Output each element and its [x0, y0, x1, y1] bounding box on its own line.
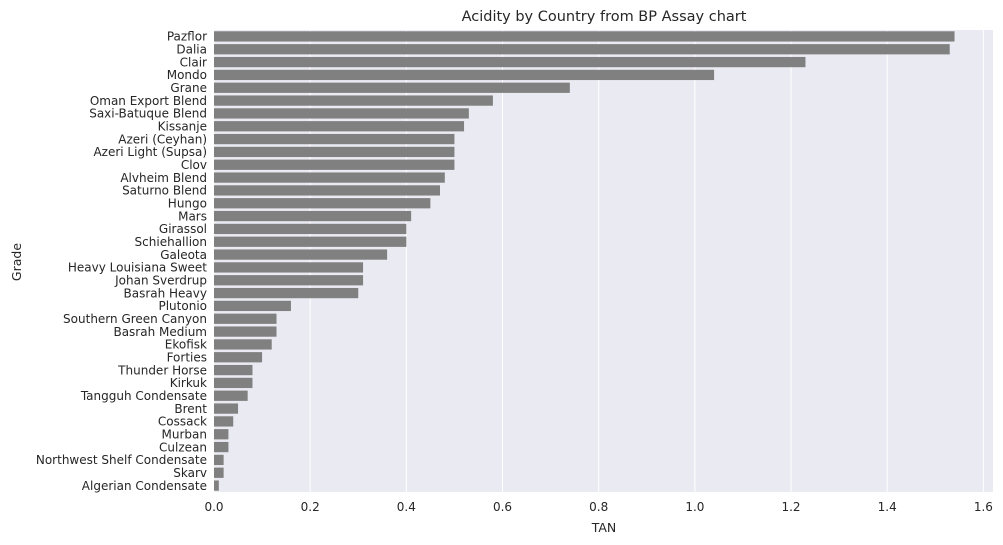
- x-tick-label: 1.6: [974, 500, 993, 514]
- y-tick-label: Mondo: [167, 68, 207, 82]
- bar: [214, 275, 364, 286]
- bar: [214, 390, 248, 401]
- bar: [214, 352, 263, 363]
- y-tick-label: Alvheim Blend: [120, 171, 207, 185]
- bars: [214, 31, 955, 491]
- bar: [214, 133, 455, 145]
- bar: [214, 339, 272, 350]
- y-tick-label: Culzean: [159, 440, 207, 454]
- x-tick-label: 0.0: [204, 500, 223, 514]
- y-tick-label: Dalia: [176, 43, 207, 57]
- y-tick-label: Ekofisk: [165, 338, 207, 352]
- bar: [214, 313, 277, 324]
- y-tick-label: Johan Sverdrup: [114, 274, 207, 288]
- bar: [214, 429, 229, 440]
- grid-lines: [213, 30, 984, 492]
- y-tick-label: Kirkuk: [170, 376, 207, 390]
- bar: [214, 69, 715, 81]
- x-tick-labels: 0.0 0.2 0.4 0.6 0.8 1.0 1.2 1.4 1.6: [204, 500, 992, 514]
- y-tick-label: Thunder Horse: [117, 363, 207, 377]
- y-tick-label: Tangguh Condensate: [80, 389, 207, 403]
- y-tick-label: Cossack: [158, 415, 207, 429]
- bar: [214, 300, 291, 312]
- bar: [214, 223, 407, 235]
- bar: [214, 56, 806, 68]
- x-axis-label: TAN: [591, 520, 617, 535]
- y-tick-label: Northwest Shelf Condensate: [36, 453, 207, 467]
- y-tick-label: Saxi-Batuque Blend: [89, 107, 207, 121]
- y-tick-label: Galeota: [160, 248, 207, 262]
- y-tick-label: Southern Green Canyon: [63, 312, 207, 326]
- bar: [214, 441, 229, 453]
- y-tick-label: Plutonio: [158, 299, 207, 313]
- y-tick-label: Clov: [181, 158, 207, 172]
- y-tick-label: Forties: [167, 351, 207, 365]
- x-tick-label: 1.4: [878, 500, 897, 514]
- y-tick-label: Azeri (Ceyhan): [118, 132, 207, 146]
- y-axis-label: Grade: [9, 243, 24, 281]
- y-tick-label: Girassol: [159, 222, 207, 236]
- bar: [214, 198, 431, 209]
- bar: [214, 172, 445, 183]
- bar: [214, 82, 570, 93]
- bar: [214, 108, 469, 119]
- plot-area: [214, 30, 993, 492]
- bar: [214, 44, 950, 55]
- bar: [214, 377, 253, 389]
- y-tick-label: Skarv: [173, 466, 207, 480]
- bar: [214, 416, 234, 427]
- x-tick-label: 0.6: [493, 500, 512, 514]
- x-tick-label: 1.2: [781, 500, 800, 514]
- y-tick-label: Azeri Light (Supsa): [93, 145, 207, 159]
- y-tick-label: Heavy Louisiana Sweet: [68, 261, 207, 275]
- y-tick-label: Oman Export Blend: [90, 94, 207, 108]
- bar: [214, 210, 412, 222]
- bar: [214, 159, 455, 170]
- bar: [214, 326, 277, 337]
- bar: [214, 236, 407, 247]
- bar: [214, 467, 224, 478]
- y-tick-label: Hungo: [168, 197, 207, 211]
- x-tick-label: 0.8: [589, 500, 608, 514]
- bar: [214, 364, 253, 376]
- bar: [214, 249, 388, 260]
- bar: [214, 31, 955, 42]
- bar: [214, 480, 219, 491]
- y-tick-label: Brent: [174, 402, 207, 416]
- y-tick-label: Algerian Condensate: [82, 479, 207, 493]
- x-tick-label: 0.2: [301, 500, 320, 514]
- bar: [214, 95, 493, 106]
- x-tick-label: 1.0: [685, 500, 704, 514]
- bar: [214, 287, 359, 299]
- bar: [214, 185, 441, 196]
- y-tick-label: Clair: [180, 55, 207, 69]
- x-tick-label: 0.4: [397, 500, 416, 514]
- bar: [214, 454, 224, 466]
- y-tick-label: Kissanje: [158, 120, 207, 134]
- bar: [214, 403, 239, 414]
- y-tick-label: Murban: [162, 428, 207, 442]
- y-tick-label: Grane: [170, 81, 207, 95]
- y-tick-label: Schiehallion: [135, 235, 207, 249]
- bar: [214, 121, 465, 132]
- bar: [214, 262, 364, 273]
- bar: [214, 146, 455, 158]
- chart-title: Acidity by Country from BP Assay chart: [462, 9, 747, 25]
- y-tick-label: Pazflor: [167, 30, 207, 44]
- y-tick-label: Basrah Heavy: [123, 286, 207, 300]
- y-tick-label: Basrah Medium: [113, 325, 207, 339]
- y-tick-label: Mars: [178, 209, 207, 223]
- y-tick-label: Saturno Blend: [122, 184, 207, 198]
